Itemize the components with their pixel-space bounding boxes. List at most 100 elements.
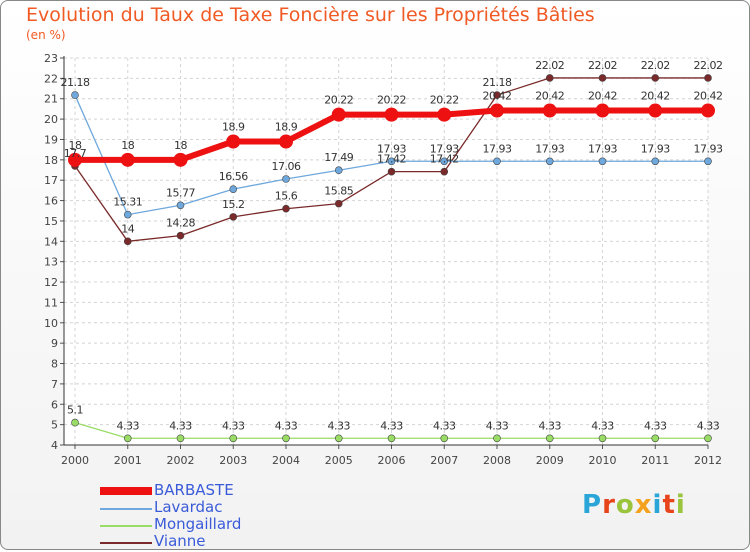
data-point-barbaste xyxy=(437,107,452,122)
legend-label: Lavardac xyxy=(154,498,223,516)
legend-label: Vianne xyxy=(154,532,206,550)
data-label-barbaste: 20.22 xyxy=(377,94,406,107)
data-point-vianne xyxy=(176,231,185,240)
data-label-lavardac: 21.18 xyxy=(61,76,90,89)
data-point-mongaillard xyxy=(229,434,238,443)
data-label-vianne: 21.18 xyxy=(483,76,512,89)
logo-letter: x xyxy=(634,490,653,520)
data-point-barbaste xyxy=(648,103,663,118)
data-label-vianne: 17.42 xyxy=(377,153,406,166)
x-tick-label: 2007 xyxy=(430,454,458,467)
data-label-lavardac: 17.93 xyxy=(588,142,617,155)
x-tick-label: 2005 xyxy=(325,454,353,467)
data-point-barbaste xyxy=(226,134,241,149)
data-label-lavardac: 17.93 xyxy=(483,142,512,155)
data-label-lavardac: 16.56 xyxy=(219,170,248,183)
logo-letter: P xyxy=(582,490,603,520)
data-label-barbaste: 18 xyxy=(121,139,134,152)
y-tick-label: 7 xyxy=(51,378,58,391)
data-label-lavardac: 17.93 xyxy=(377,142,406,155)
data-label-barbaste: 20.22 xyxy=(324,94,353,107)
data-label-mongaillard: 4.33 xyxy=(591,419,614,432)
data-point-vianne xyxy=(598,74,607,82)
data-label-lavardac: 15.31 xyxy=(113,196,142,209)
y-tick-label: 18 xyxy=(44,154,58,167)
data-point-lavardac xyxy=(440,157,449,166)
data-label-vianne: 14 xyxy=(121,222,134,235)
data-point-barbaste xyxy=(331,107,346,122)
data-label-lavardac: 17.93 xyxy=(430,142,459,155)
data-point-lavardac xyxy=(704,157,712,166)
x-tick-label: 2008 xyxy=(483,454,511,467)
data-point-mongaillard xyxy=(440,434,449,443)
data-point-barbaste xyxy=(68,152,82,167)
x-tick-label: 2003 xyxy=(219,454,247,467)
data-label-vianne: 22.02 xyxy=(694,59,723,72)
x-tick-label: 2002 xyxy=(167,454,195,467)
y-tick-label: 9 xyxy=(51,337,58,350)
y-tick-label: 5 xyxy=(51,419,58,432)
data-point-mongaillard xyxy=(176,434,185,443)
data-point-vianne xyxy=(440,167,449,176)
legend-swatch xyxy=(100,508,152,510)
data-label-vianne: 22.02 xyxy=(641,59,670,72)
logo-letter: o xyxy=(615,490,635,520)
data-point-barbaste xyxy=(384,107,399,122)
data-label-mongaillard: 4.33 xyxy=(433,419,456,432)
chart-subtitle: (en %) xyxy=(26,28,66,42)
data-point-mongaillard xyxy=(71,418,79,427)
data-label-barbaste: 20.42 xyxy=(641,90,670,103)
data-label-lavardac: 17.93 xyxy=(694,142,723,155)
y-tick-label: 14 xyxy=(44,235,58,248)
data-point-barbaste xyxy=(490,103,504,118)
data-label-lavardac: 17.93 xyxy=(641,142,670,155)
data-label-lavardac: 17.06 xyxy=(272,160,301,173)
data-point-vianne xyxy=(123,237,132,246)
data-point-barbaste xyxy=(120,152,135,167)
data-point-lavardac xyxy=(229,185,238,193)
data-label-vianne: 15.2 xyxy=(222,198,245,211)
data-point-lavardac xyxy=(71,91,79,99)
data-point-lavardac xyxy=(545,157,554,166)
data-point-lavardac xyxy=(387,157,396,166)
data-point-vianne xyxy=(651,74,660,82)
y-tick-label: 16 xyxy=(44,195,58,208)
data-label-lavardac: 15.77 xyxy=(166,186,195,199)
data-label-vianne: 15.85 xyxy=(324,185,353,198)
y-tick-label: 22 xyxy=(44,72,58,85)
data-point-barbaste xyxy=(701,103,715,118)
data-label-vianne: 22.02 xyxy=(588,59,617,72)
y-tick-label: 23 xyxy=(44,52,58,65)
data-point-lavardac xyxy=(282,175,290,183)
data-label-lavardac: 17.93 xyxy=(535,142,564,155)
proxiti-logo: Proxiti xyxy=(582,490,686,520)
data-point-lavardac xyxy=(651,157,660,166)
x-tick-label: 2006 xyxy=(378,454,406,467)
data-label-barbaste: 20.42 xyxy=(588,90,617,103)
data-point-mongaillard xyxy=(598,434,607,443)
logo-letter: t xyxy=(662,490,676,520)
data-label-mongaillard: 4.33 xyxy=(486,419,509,432)
logo-letter: r xyxy=(602,490,616,520)
data-point-mongaillard xyxy=(493,434,501,443)
data-point-mongaillard xyxy=(282,434,290,443)
data-point-mongaillard xyxy=(123,434,132,443)
y-tick-label: 6 xyxy=(51,398,58,411)
x-tick-label: 2011 xyxy=(641,454,669,467)
data-label-vianne: 22.02 xyxy=(535,59,564,72)
x-tick-label: 2010 xyxy=(589,454,617,467)
logo-letter: i xyxy=(675,490,686,520)
y-tick-label: 11 xyxy=(44,296,58,309)
data-label-mongaillard: 5.1 xyxy=(67,404,83,417)
data-label-mongaillard: 4.33 xyxy=(539,419,562,432)
data-label-lavardac: 17.49 xyxy=(324,151,353,164)
data-label-barbaste: 20.22 xyxy=(430,94,459,107)
x-tick-label: 2000 xyxy=(61,454,89,467)
data-label-mongaillard: 4.33 xyxy=(380,419,403,432)
data-label-barbaste: 20.42 xyxy=(535,90,564,103)
data-point-lavardac xyxy=(598,157,607,166)
y-tick-label: 21 xyxy=(44,93,58,106)
data-point-lavardac xyxy=(176,201,185,210)
data-point-barbaste xyxy=(279,134,293,149)
data-point-vianne xyxy=(545,74,554,82)
